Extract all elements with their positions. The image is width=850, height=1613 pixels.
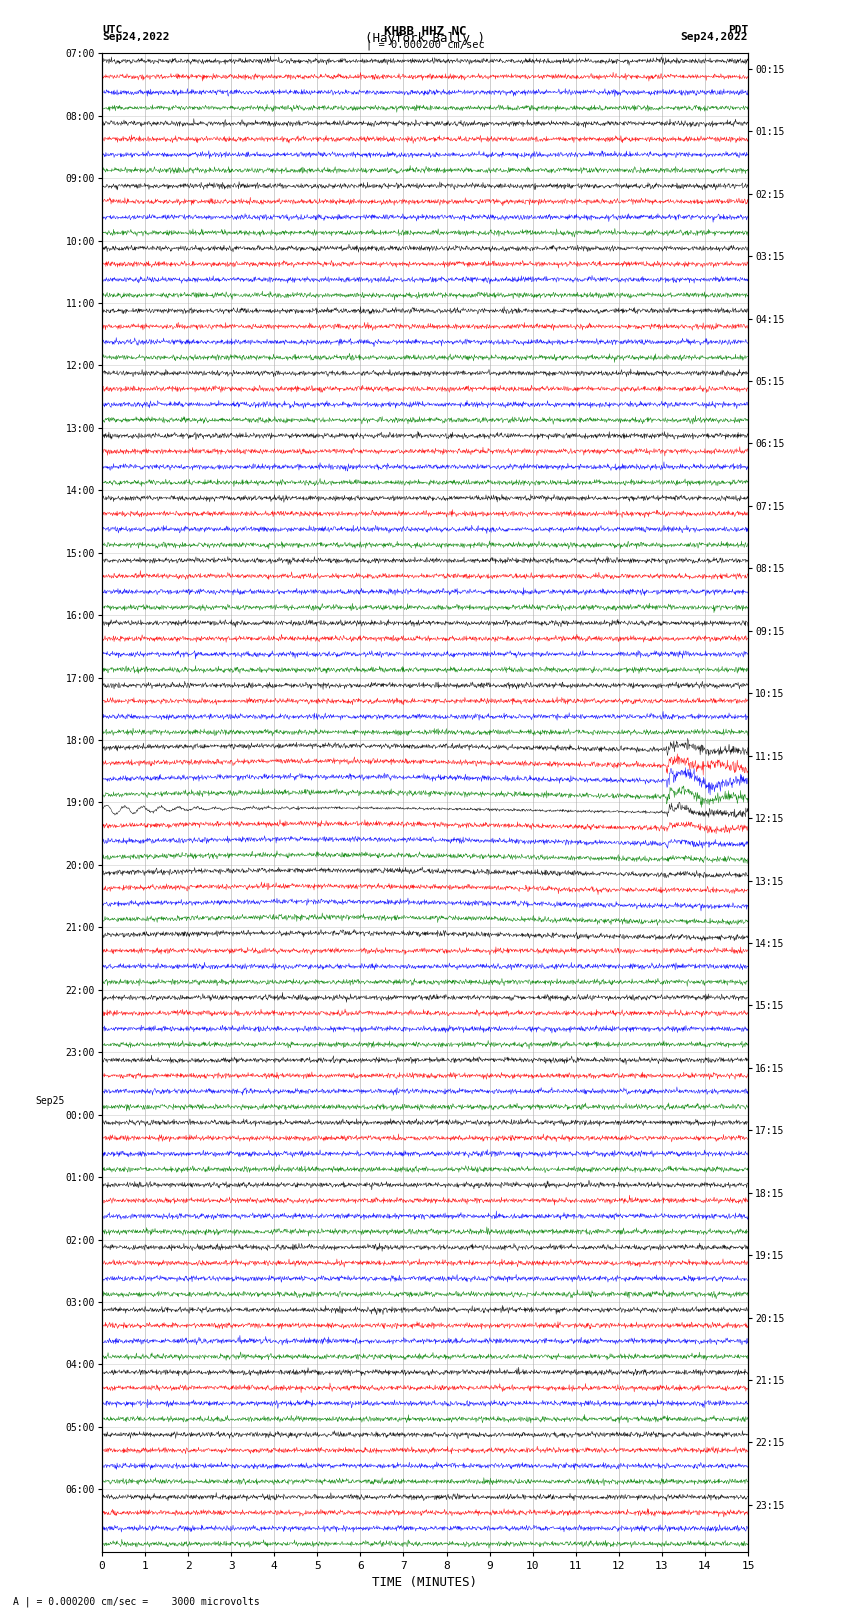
- Text: Sep24,2022: Sep24,2022: [102, 32, 169, 42]
- Text: Sep24,2022: Sep24,2022: [681, 32, 748, 42]
- Text: | = 0.000200 cm/sec: | = 0.000200 cm/sec: [366, 39, 484, 50]
- Text: UTC: UTC: [102, 24, 122, 35]
- Text: PDT: PDT: [728, 24, 748, 35]
- Text: Sep25: Sep25: [36, 1095, 65, 1105]
- Text: (Hayfork Bally ): (Hayfork Bally ): [365, 32, 485, 45]
- X-axis label: TIME (MINUTES): TIME (MINUTES): [372, 1576, 478, 1589]
- Text: KHBB HHZ NC: KHBB HHZ NC: [383, 24, 467, 39]
- Text: Α | = 0.000200 cm/sec =    3000 microvolts: Α | = 0.000200 cm/sec = 3000 microvolts: [13, 1595, 259, 1607]
